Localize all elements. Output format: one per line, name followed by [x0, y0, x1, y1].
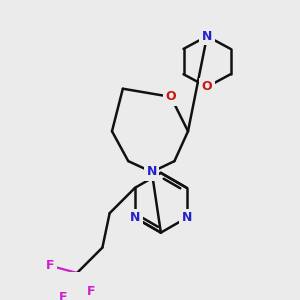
- Text: N: N: [182, 211, 192, 224]
- Text: O: O: [166, 90, 176, 104]
- Text: F: F: [46, 259, 54, 272]
- Text: N: N: [202, 30, 212, 43]
- Text: O: O: [202, 80, 212, 93]
- Text: N: N: [147, 166, 157, 178]
- Text: F: F: [59, 291, 68, 300]
- Text: N: N: [130, 211, 140, 224]
- Text: F: F: [86, 285, 95, 298]
